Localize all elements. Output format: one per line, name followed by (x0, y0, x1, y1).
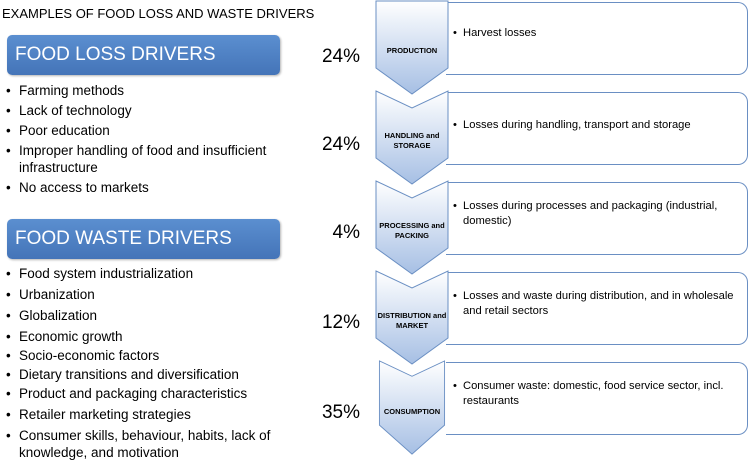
stage-desc-processing: Losses during processes and packaging (i… (453, 199, 745, 229)
stage-label-production: PRODUCTION (386, 46, 438, 55)
percent-production: 24% (321, 46, 360, 67)
list-item: Farming methods (6, 82, 287, 99)
chevron-processing (375, 180, 449, 275)
diagram-title: EXAMPLES OF FOOD LOSS AND WASTE DRIVERS (2, 6, 315, 21)
food-waste-list: Food system industrialization Urbanizati… (6, 265, 287, 461)
chevron-production (375, 0, 449, 95)
list-item: Poor education (6, 122, 287, 139)
list-item: No access to markets (6, 179, 287, 196)
list-item: Retailer marketing strategies (6, 406, 287, 423)
stage-desc-distribution: Losses and waste during distribution, an… (453, 289, 745, 319)
list-item: Globalization (6, 307, 287, 324)
list-item: Lack of technology (6, 102, 287, 119)
list-item: Improper handling of food and insufficie… (6, 142, 287, 176)
food-loss-list: Farming methods Lack of technology Poor … (6, 82, 287, 196)
chevron-consumption (378, 360, 446, 455)
stage-label-consumption: CONSUMPTION (383, 407, 441, 416)
stage-label-distribution: DISTRIBUTION and MARKET (377, 311, 447, 330)
stage-desc-production: Harvest losses (453, 26, 745, 41)
list-item: Dietary transitions and diversification (6, 366, 287, 383)
food-loss-header: FOOD LOSS DRIVERS (7, 35, 280, 75)
list-item: Urbanization (6, 286, 287, 303)
percent-processing: 4% (332, 222, 360, 243)
list-item: Food system industrialization (6, 265, 287, 282)
chevron-handling (375, 90, 449, 185)
list-item: Economic growth (6, 328, 287, 345)
stage-label-processing: PROCESSING and PACKING (379, 221, 445, 240)
stage-desc-handling: Losses during handling, transport and st… (453, 118, 745, 133)
food-waste-header: FOOD WASTE DRIVERS (7, 219, 280, 259)
list-item: Product and packaging characteristics (6, 385, 287, 402)
percent-distribution: 12% (321, 312, 360, 333)
stage-label-handling: HANDLING and STORAGE (384, 131, 440, 150)
list-item: Socio-economic factors (6, 347, 287, 364)
chevron-distribution (375, 270, 449, 365)
list-item: Consumer skills, behaviour, habits, lack… (6, 427, 281, 461)
stage-desc-consumption: Consumer waste: domestic, food service s… (453, 379, 745, 409)
percent-consumption: 35% (321, 402, 360, 423)
percent-handling: 24% (321, 134, 360, 155)
